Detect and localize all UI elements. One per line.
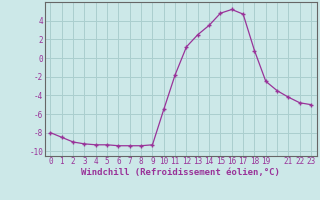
X-axis label: Windchill (Refroidissement éolien,°C): Windchill (Refroidissement éolien,°C)	[81, 168, 280, 177]
